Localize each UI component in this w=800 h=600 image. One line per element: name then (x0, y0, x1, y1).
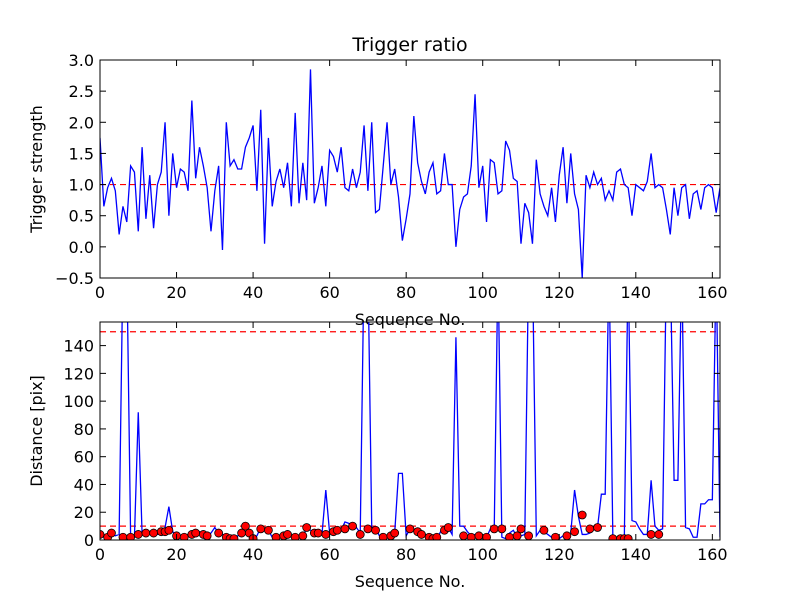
data-point (302, 523, 312, 532)
plot-area (100, 69, 720, 278)
data-point (141, 528, 151, 538)
y-tick-label: 0 (84, 531, 94, 550)
data-point (459, 531, 468, 540)
data-point (646, 530, 656, 539)
data-point (126, 532, 136, 540)
axes-frame (99, 321, 721, 541)
data-point (524, 531, 534, 540)
x-tick-label: 80 (396, 545, 416, 564)
y-tick-label: 100 (63, 392, 94, 411)
data-point (313, 528, 323, 538)
x-tick-label: 40 (243, 283, 263, 302)
y-tick-label: 80 (74, 420, 94, 439)
data-point (562, 531, 572, 540)
y-tick-label: 3.0 (69, 51, 94, 70)
y-tick-label: 1.5 (69, 144, 94, 163)
data-point (585, 524, 595, 534)
x-tick-label: 80 (396, 283, 416, 302)
x-axis-label: Sequence No. (355, 310, 466, 329)
data-point (355, 530, 365, 539)
y-tick-label: 2.0 (69, 113, 94, 132)
trigger-ratio-panel: 0 20 40 60 80 100 120 140 160 −0.5 0.0 0.5 1.0 1.5 2.0… (27, 34, 728, 329)
x-tick-label: 60 (319, 283, 339, 302)
data-point (263, 525, 273, 535)
x-tick-label: 120 (544, 283, 575, 302)
data-point (191, 528, 201, 538)
data-point (340, 524, 350, 534)
data-point (229, 534, 239, 540)
y-axis-label: Trigger strength (27, 105, 46, 234)
data-point (179, 532, 189, 540)
x-axis-label: Sequence No. (355, 572, 466, 591)
y-tick-label: 140 (63, 337, 94, 356)
data-point (107, 528, 116, 538)
data-point (443, 523, 453, 532)
y-tick-label: 1.0 (69, 176, 94, 195)
x-tick-label: 0 (95, 545, 105, 564)
y-tick-label: 60 (74, 448, 94, 467)
y-tick-label: 0.0 (69, 238, 94, 257)
y-tick-label: −0.5 (55, 269, 94, 288)
data-point (283, 530, 292, 539)
data-point (256, 524, 266, 534)
axes-frame (99, 59, 721, 279)
data-point (332, 525, 342, 535)
data-point (241, 521, 250, 531)
data-point (298, 531, 308, 540)
x-tick-label: 120 (544, 545, 575, 564)
data-point (474, 531, 484, 540)
data-point (149, 528, 158, 538)
data-point (516, 524, 526, 534)
data-point (570, 527, 579, 537)
x-tick-label: 100 (467, 283, 498, 302)
x-tick-label: 40 (243, 545, 263, 564)
x-tick-label: 160 (697, 283, 728, 302)
data-point (363, 524, 373, 534)
data-point (371, 525, 380, 535)
data-point (654, 530, 664, 539)
y-tick-label: 120 (63, 364, 94, 383)
plot-area (100, 322, 720, 540)
x-tick-label: 140 (621, 545, 652, 564)
data-point (164, 525, 174, 535)
x-tick-label: 20 (166, 545, 186, 564)
data-point (348, 521, 357, 531)
data-point (202, 531, 212, 540)
data-point (321, 530, 331, 539)
data-point (100, 530, 105, 539)
data-point (214, 528, 224, 538)
series-line (100, 322, 720, 540)
data-point (432, 532, 442, 540)
x-tick-label: 140 (621, 283, 652, 302)
data-point (593, 523, 602, 532)
y-tick-label: 2.5 (69, 82, 94, 101)
x-tick-label: 20 (166, 283, 186, 302)
x-tick-label: 60 (319, 545, 339, 564)
data-point (608, 534, 618, 540)
data-point (133, 530, 143, 539)
x-tick-label: 100 (467, 545, 498, 564)
series-line (100, 69, 720, 278)
x-tick-label: 160 (697, 545, 728, 564)
y-tick-label: 20 (74, 503, 94, 522)
x-tick-label: 0 (95, 283, 105, 302)
distance-panel: 0 20 40 60 80 100 120 140 160 0 20 40 60 80 100 120 140 S… (27, 321, 728, 591)
y-tick-label: 40 (74, 475, 94, 494)
data-point (405, 524, 415, 534)
chart-title: Trigger ratio (351, 34, 467, 56)
y-axis-label: Distance [pix] (27, 375, 46, 487)
y-tick-label: 0.5 (69, 207, 94, 226)
data-point (390, 528, 400, 538)
data-point (623, 534, 633, 540)
data-point (497, 524, 507, 534)
data-point (489, 524, 499, 534)
data-point (539, 525, 549, 535)
data-point (417, 530, 426, 539)
data-point (577, 510, 587, 520)
